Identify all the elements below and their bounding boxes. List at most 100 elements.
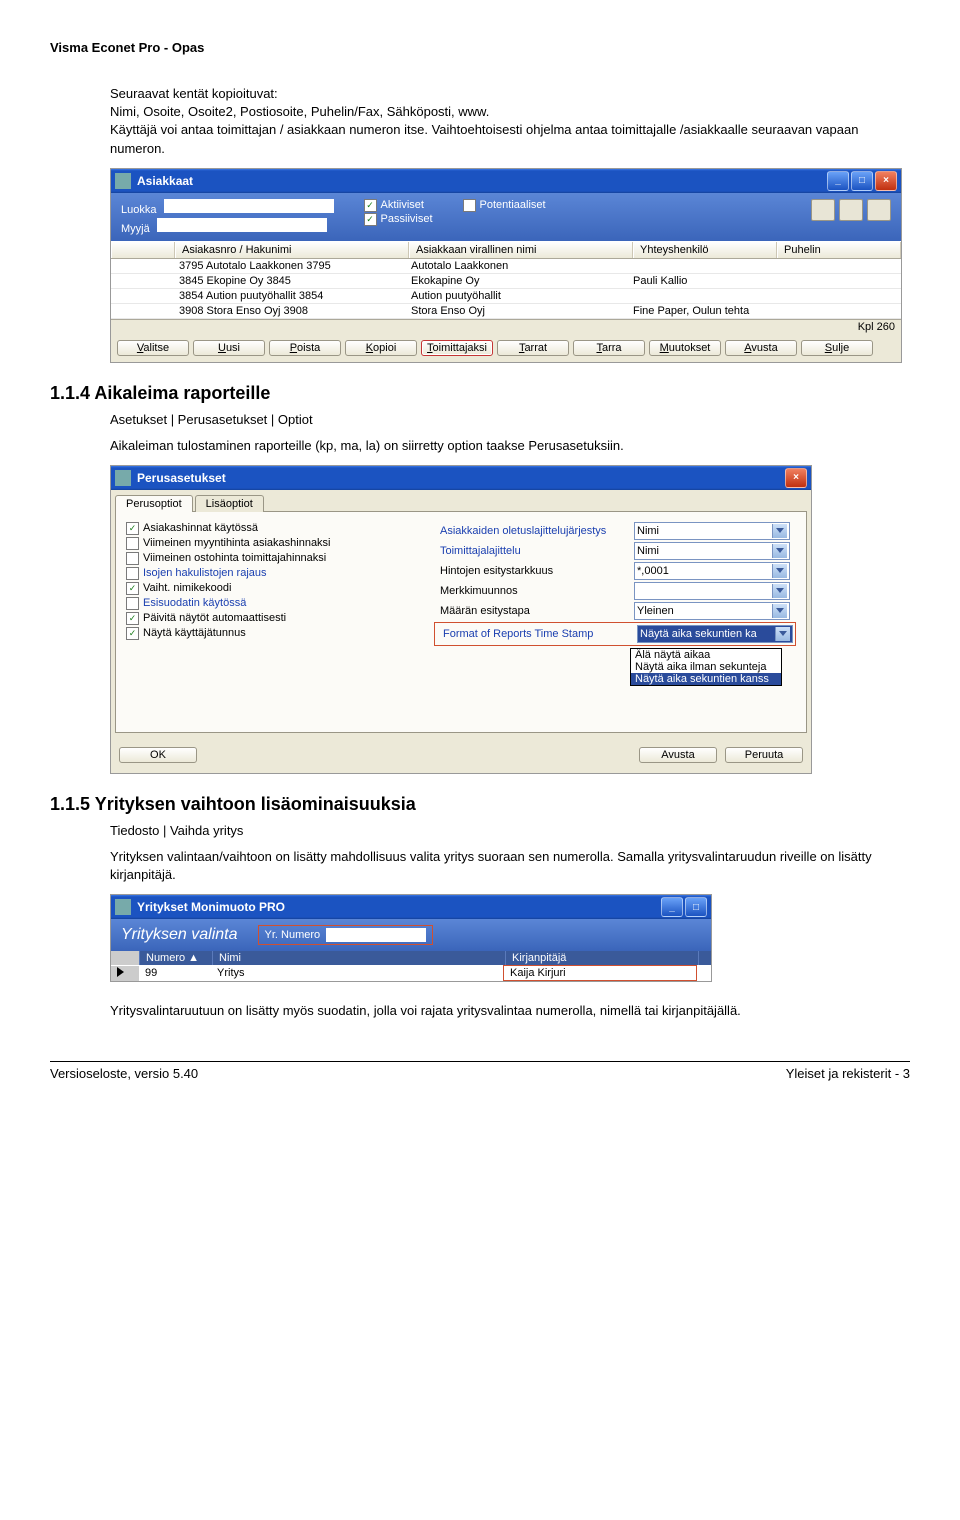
opt-asiakashinnat[interactable]: ✓Asiakashinnat käytössä	[126, 522, 434, 535]
yr-numero-input[interactable]	[326, 928, 426, 942]
toolbar-icon-3[interactable]	[867, 199, 891, 221]
ok-button[interactable]: OK	[119, 747, 197, 763]
toolbar-icon-1[interactable]	[811, 199, 835, 221]
yr-numero-label: Yr. Numero	[265, 929, 321, 941]
combo-oletuslajittelu[interactable]: Nimi	[634, 522, 790, 540]
th-numero[interactable]: Numero ▲	[140, 951, 213, 965]
avusta-button[interactable]: Avusta	[639, 747, 717, 763]
close-button[interactable]: ×	[875, 171, 897, 191]
potentiaaliset-checkbox[interactable]: Potentiaaliset	[463, 199, 546, 212]
opt-isojen-hakulistojen[interactable]: Isojen hakulistojen rajaus	[126, 567, 434, 580]
tab-lisaoptiot[interactable]: Lisäoptiot	[195, 495, 264, 512]
yritykset-table-header: Numero ▲ Nimi Kirjanpitäjä	[111, 951, 711, 965]
combo-maaran[interactable]: Yleinen	[634, 602, 790, 620]
table-row[interactable]: 3854 Aution puutyöhallit 3854Aution puut…	[111, 289, 901, 304]
passiiviset-checkbox[interactable]: ✓Passiiviset	[364, 213, 433, 226]
cell: 3908 Stora Enso Oyj 3908	[173, 304, 405, 318]
minimize-button[interactable]: _	[661, 897, 683, 917]
yritykset-band: Yrityksen valinta Yr. Numero	[111, 919, 711, 951]
highlighted-option-row: Format of Reports Time StampNäytä aika s…	[434, 622, 796, 646]
section-115-body: Yrityksen valintaan/vaihtoon on lisätty …	[110, 848, 910, 884]
potentiaaliset-label: Potentiaaliset	[480, 199, 546, 211]
cell: 3845 Ekopine Oy 3845	[173, 274, 405, 288]
opt-label: Asiakashinnat käytössä	[143, 522, 258, 534]
toolbar-icon-2[interactable]	[839, 199, 863, 221]
peruuta-button[interactable]: Peruuta	[725, 747, 803, 763]
right-options: Asiakkaiden oletuslajittelujärjestysNimi…	[434, 522, 796, 722]
perusasetukset-window: Perusasetukset × Perusoptiot Lisäoptiot …	[110, 465, 812, 774]
opt-esisuodatin[interactable]: Esisuodatin käytössä	[126, 597, 434, 610]
yritykset-row[interactable]: 99 Yritys Kaija Kirjuri	[111, 965, 711, 981]
asiakkaat-titlebar[interactable]: Asiakkaat _ □ ×	[111, 169, 901, 193]
section-114-breadcrumb: Asetukset | Perusasetukset | Optiot	[110, 412, 910, 427]
close-button[interactable]: ×	[785, 468, 807, 488]
cell	[627, 259, 769, 273]
app-icon	[115, 173, 131, 189]
ropt-label: Hintojen esitystarkkuus	[434, 565, 630, 577]
chevron-down-icon	[772, 604, 787, 618]
asiakkaat-table-header: Asiakasnro / Hakunimi Asiakkaan virallin…	[111, 241, 901, 259]
th-kirjanpitaja[interactable]: Kirjanpitäjä	[506, 951, 699, 965]
perusasetukset-titlebar[interactable]: Perusasetukset ×	[111, 466, 811, 490]
cell	[769, 304, 901, 318]
asiakkaat-filterbar: Luokka Myyjä ✓Aktiiviset ✓Passiiviset Po…	[111, 193, 901, 241]
opt-label: Päivitä näytöt automaattisesti	[143, 612, 286, 624]
luokka-field[interactable]	[164, 199, 334, 213]
yr-numero-box: Yr. Numero	[258, 925, 434, 945]
cell	[627, 289, 769, 303]
tarrat-button[interactable]: Tarrat	[497, 340, 569, 356]
maximize-button[interactable]: □	[685, 897, 707, 917]
combo-value: *,0001	[637, 565, 669, 577]
muutokset-button[interactable]: Muutokset	[649, 340, 721, 356]
timestamp-dropdown[interactable]: Älä näytä aikaa Näytä aika ilman sekunte…	[630, 648, 782, 686]
kopioi-button[interactable]: Kopioi	[345, 340, 417, 356]
poista-button[interactable]: Poista	[269, 340, 341, 356]
band-title: Yrityksen valinta	[121, 926, 238, 944]
th-puhelin[interactable]: Puhelin	[777, 242, 901, 258]
tab-perusoptiot[interactable]: Perusoptiot	[115, 495, 193, 512]
combo-hintojen[interactable]: *,0001	[634, 562, 790, 580]
uusi-button[interactable]: Uusi	[193, 340, 265, 356]
combo-value: Näytä aika sekuntien ka	[640, 628, 757, 640]
combo-timestamp[interactable]: Näytä aika sekuntien ka	[637, 625, 793, 643]
luokka-label: Luokka	[121, 204, 156, 216]
left-options: ✓Asiakashinnat käytössä Viimeinen myynti…	[126, 522, 434, 722]
th-virallinen[interactable]: Asiakkaan virallinen nimi	[409, 242, 633, 258]
toimittajaksi-button[interactable]: Toimittajaksi	[421, 340, 493, 356]
table-row[interactable]: 3795 Autotalo Laakkonen 3795Autotalo Laa…	[111, 259, 901, 274]
yritykset-window: Yritykset Monimuoto PRO _ □ Yrityksen va…	[110, 894, 712, 982]
th-nimi[interactable]: Nimi	[213, 951, 506, 965]
opt-vaiht-nimikekoodi[interactable]: ✓Vaiht. nimikekoodi	[126, 582, 434, 595]
opt-viimeinen-osto[interactable]: Viimeinen ostohinta toimittajahinnaksi	[126, 552, 434, 565]
combo-toimittajalajittelu[interactable]: Nimi	[634, 542, 790, 560]
sulje-button[interactable]: Sulje	[801, 340, 873, 356]
th-asiakasnro[interactable]: Asiakasnro / Hakunimi	[175, 242, 409, 258]
maximize-button[interactable]: □	[851, 171, 873, 191]
tarra-button[interactable]: Tarra	[573, 340, 645, 356]
intro-line2: Nimi, Osoite, Osoite2, Postiosoite, Puhe…	[110, 104, 489, 119]
valitse-button[interactable]: Valitse	[117, 340, 189, 356]
table-row[interactable]: 3845 Ekopine Oy 3845Ekokapine OyPauli Ka…	[111, 274, 901, 289]
dd-item[interactable]: Näytä aika ilman sekunteja	[631, 661, 781, 673]
myyja-field[interactable]	[157, 218, 327, 232]
cell	[769, 259, 901, 273]
window-title: Yritykset Monimuoto PRO	[137, 900, 285, 914]
minimize-button[interactable]: _	[827, 171, 849, 191]
opt-viimeinen-myynti[interactable]: Viimeinen myyntihinta asiakashinnaksi	[126, 537, 434, 550]
window-title: Asiakkaat	[137, 174, 193, 188]
dd-item-selected[interactable]: Näytä aika sekuntien kanss	[631, 673, 781, 685]
avusta-button[interactable]: Avusta	[725, 340, 797, 356]
chevron-down-icon	[772, 564, 787, 578]
yritykset-titlebar[interactable]: Yritykset Monimuoto PRO _ □	[111, 895, 711, 919]
opt-paivita-naytot[interactable]: ✓Päivitä näytöt automaattisesti	[126, 612, 434, 625]
th-yhteys[interactable]: Yhteyshenkilö	[633, 242, 777, 258]
table-row[interactable]: 3908 Stora Enso Oyj 3908Stora Enso OyjFi…	[111, 304, 901, 319]
dd-item[interactable]: Älä näytä aikaa	[631, 649, 781, 661]
aktiiviset-label: Aktiiviset	[381, 199, 424, 211]
combo-value: Yleinen	[637, 605, 674, 617]
combo-merkkimuunnos[interactable]	[634, 582, 790, 600]
aktiiviset-checkbox[interactable]: ✓Aktiiviset	[364, 199, 433, 212]
opt-nayta-kayttajatunnus[interactable]: ✓Näytä käyttäjätunnus	[126, 627, 434, 640]
cell: Stora Enso Oyj	[405, 304, 627, 318]
ropt-label: Merkkimuunnos	[434, 585, 630, 597]
